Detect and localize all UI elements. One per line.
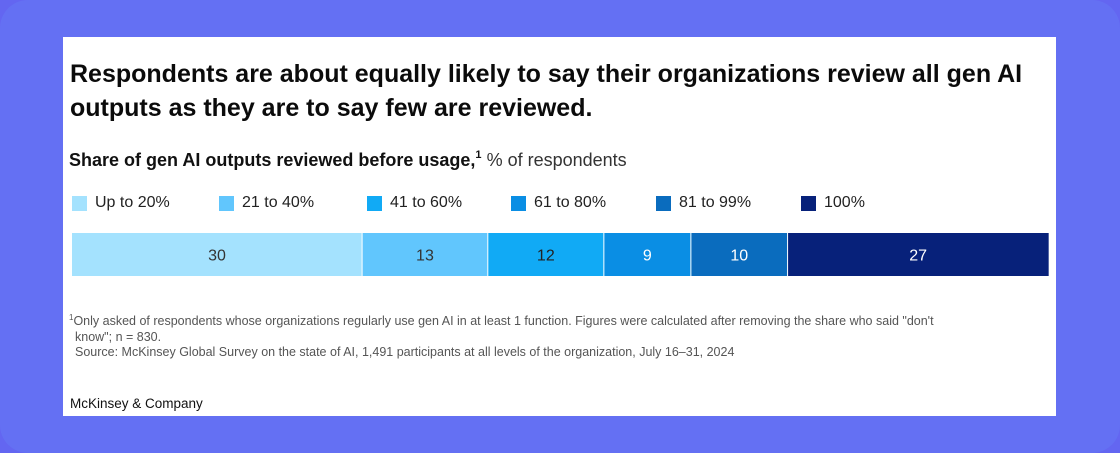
legend-item: Up to 20% xyxy=(72,194,170,212)
footnote-line-1: Only asked of respondents whose organiza… xyxy=(73,314,934,328)
source-note: Source: McKinsey Global Survey on the st… xyxy=(75,345,735,359)
bar-segment xyxy=(362,233,488,276)
data-label: 10 xyxy=(730,248,748,265)
bar-segment xyxy=(690,233,788,276)
legend-item: 81 to 99% xyxy=(656,194,751,212)
footnote-number: 1 xyxy=(69,313,74,322)
chart-unit: % of respondents xyxy=(486,150,627,170)
legend-label: 61 to 80% xyxy=(534,194,607,211)
footnote-marker: 1 xyxy=(475,149,482,161)
legend-item: 41 to 60% xyxy=(367,194,462,212)
legend-item: 61 to 80% xyxy=(511,194,606,212)
chart-card: Respondents are about equally likely to … xyxy=(63,37,1056,416)
data-label: 9 xyxy=(643,248,652,265)
chart-title: Share of gen AI outputs reviewed before … xyxy=(69,150,476,170)
legend-swatch xyxy=(219,195,234,211)
legend-swatch xyxy=(72,195,87,211)
stacked-bar-chart: 30 13 12 9 10 27 xyxy=(72,233,1049,276)
legend-swatch xyxy=(511,195,526,211)
headline: Respondents are about equally likely to … xyxy=(70,60,1023,122)
legend-swatch xyxy=(367,195,382,211)
legend-label: Up to 20% xyxy=(95,194,170,211)
footnote: 1Only asked of respondents whose organiz… xyxy=(69,314,1029,361)
brand-logo-text: McKinsey & Company xyxy=(70,396,203,411)
legend-label: 81 to 99% xyxy=(679,194,752,211)
legend-swatch xyxy=(656,195,671,211)
legend-item: 100% xyxy=(801,194,865,212)
data-label: 12 xyxy=(537,248,555,265)
legend-item: 21 to 40% xyxy=(219,194,314,212)
footnote-line-2: know"; n = 830. xyxy=(75,329,162,344)
data-label: 13 xyxy=(416,248,434,265)
data-label: 30 xyxy=(208,248,226,265)
bar-segment xyxy=(72,233,363,276)
legend-label: 21 to 40% xyxy=(242,194,315,211)
bar-segment xyxy=(487,233,604,276)
legend-label: 41 to 60% xyxy=(390,194,463,211)
legend-label: 100% xyxy=(824,194,865,211)
legend-swatch xyxy=(801,195,816,211)
data-label: 27 xyxy=(909,248,927,265)
bar-segment xyxy=(603,233,691,276)
bar-segment xyxy=(787,233,1049,276)
chart-subtitle: Share of gen AI outputs reviewed before … xyxy=(69,150,627,171)
